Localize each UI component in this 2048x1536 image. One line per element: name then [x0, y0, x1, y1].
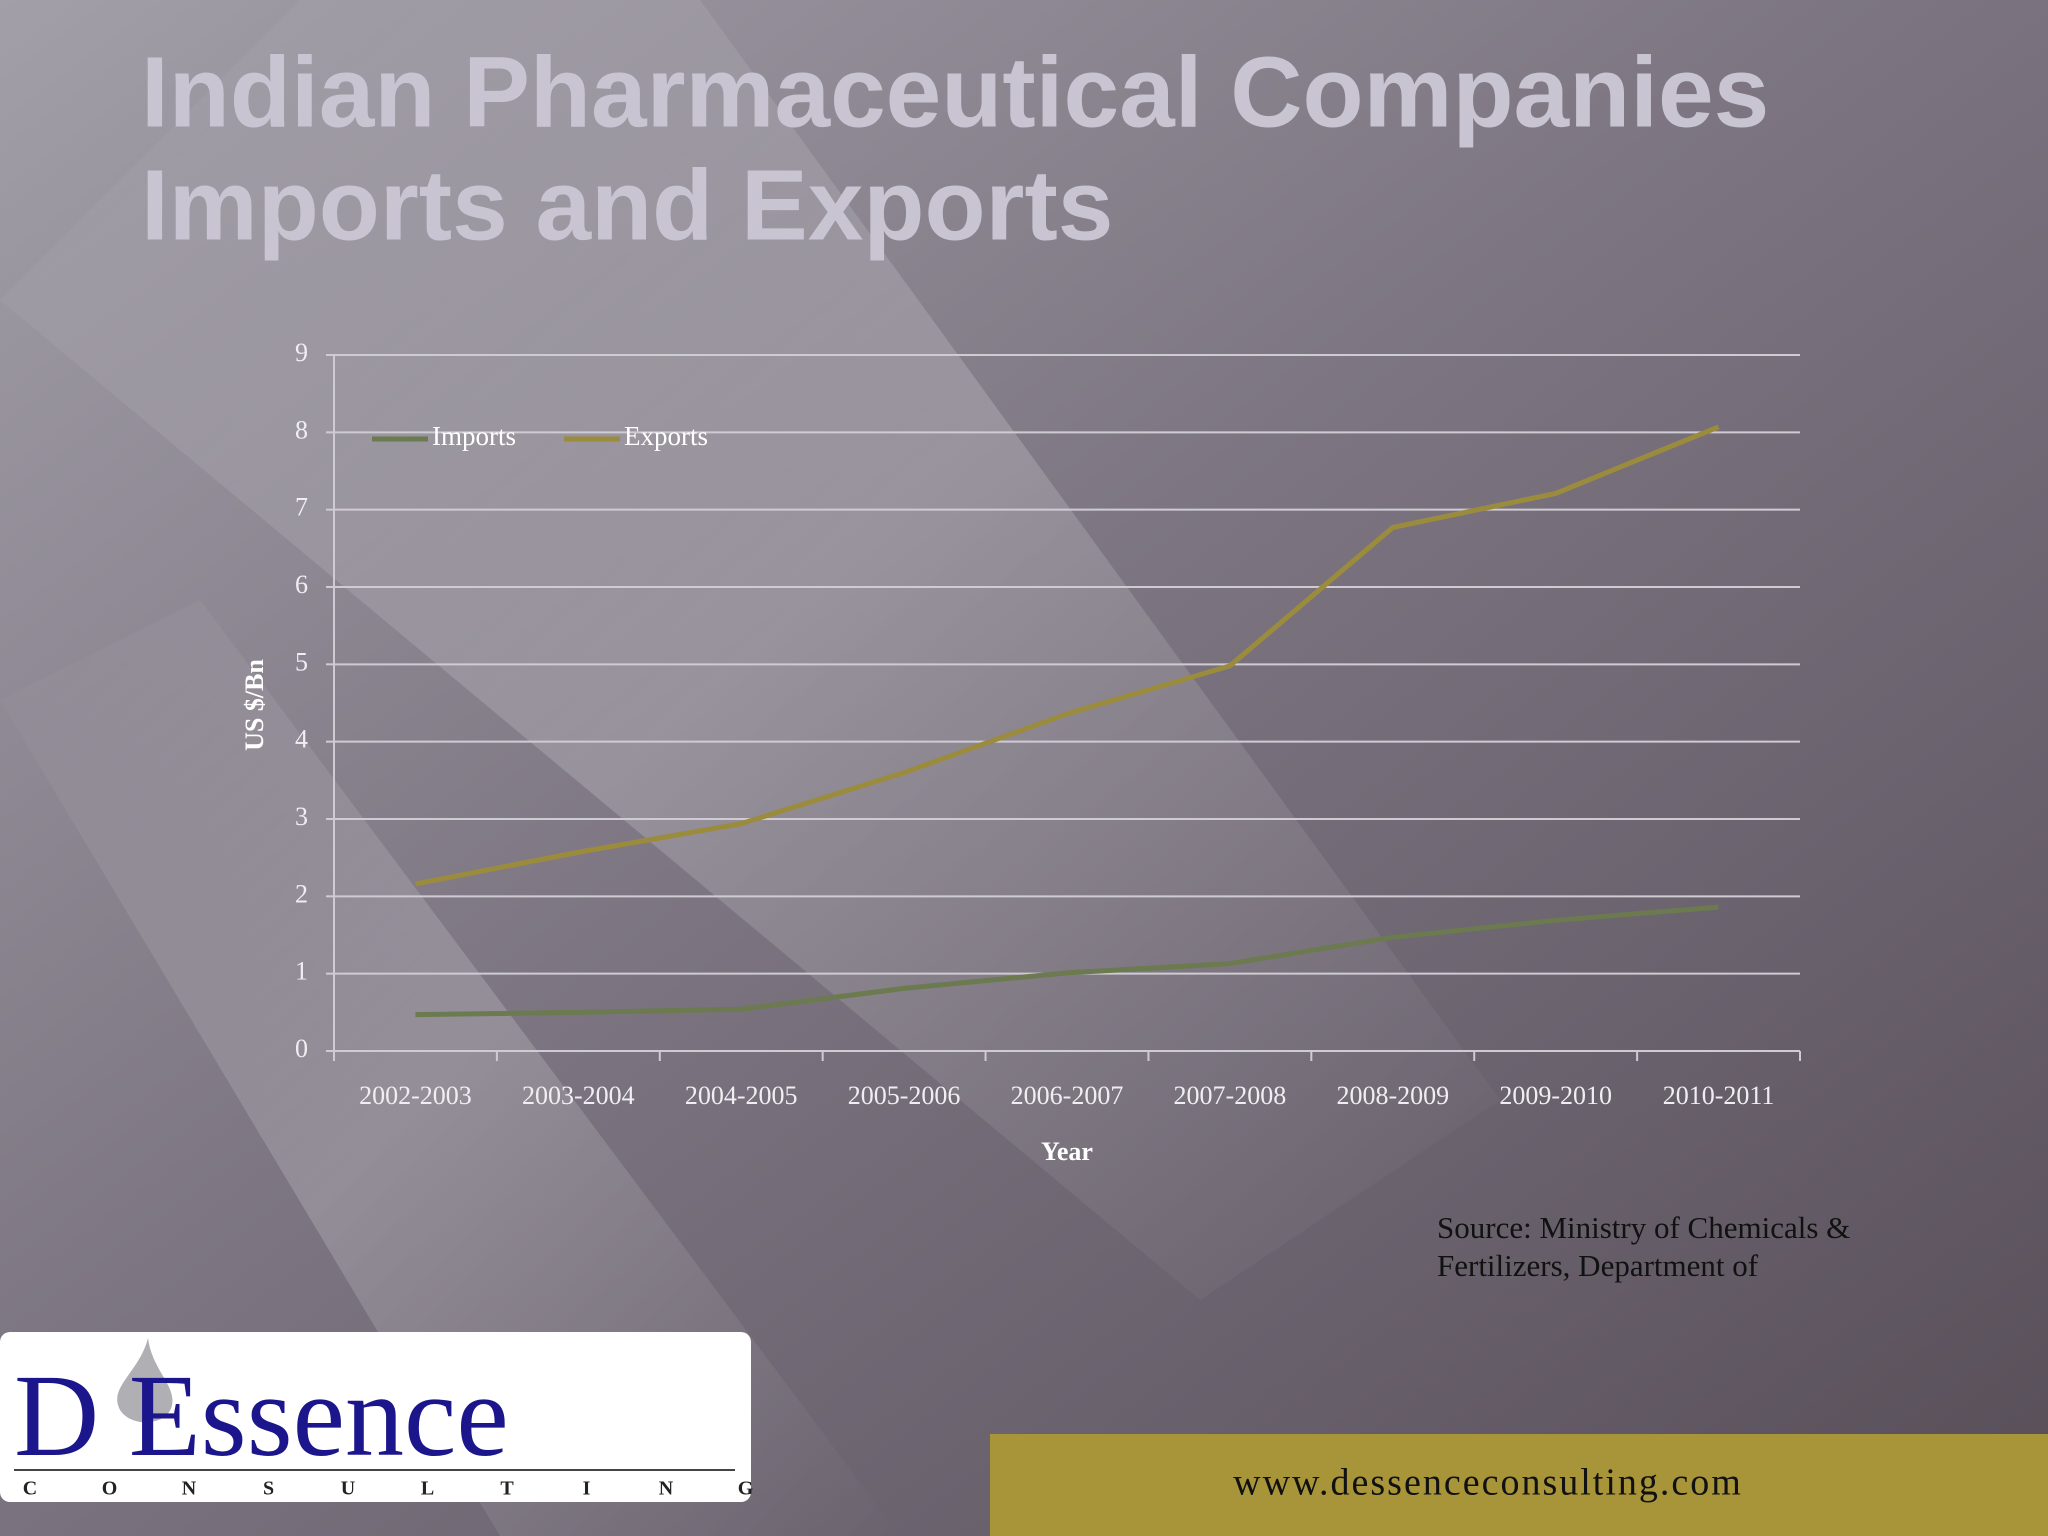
footer-url: www.dessenceconsulting.com [1233, 1462, 1743, 1504]
x-tick-label: 2007-2008 [1174, 1081, 1287, 1110]
y-tick-label: 4 [295, 725, 308, 754]
source-line: Fertilizers, Department of [1437, 1248, 1759, 1283]
legend-label: Exports [624, 421, 708, 451]
logo-name: D Essence [14, 1350, 509, 1481]
y-tick-label: 3 [295, 802, 308, 831]
y-tick-label: 6 [295, 570, 308, 599]
x-tick-label: 2005-2006 [848, 1081, 961, 1110]
x-axis-label: Year [1041, 1137, 1093, 1166]
tagline-letter: G [738, 1478, 754, 1500]
x-tick-label: 2002-2003 [359, 1081, 472, 1110]
tagline-letter: T [500, 1478, 514, 1500]
light-streak [0, 600, 900, 1536]
light-streak [0, 0, 1500, 1300]
y-axis-label: US $/Bn [240, 659, 269, 751]
series-line [415, 904, 1719, 1018]
x-tick-label: 2009-2010 [1499, 1081, 1612, 1110]
source-line: Source: Ministry of Chemicals & [1437, 1210, 1850, 1245]
y-tick-label: 2 [295, 879, 308, 908]
x-tick-label: 2003-2004 [522, 1081, 635, 1110]
tagline-letter: U [341, 1478, 355, 1500]
tagline-letter: N [659, 1478, 674, 1500]
x-tick-label: 2006-2007 [1011, 1081, 1124, 1110]
footer-band [990, 1434, 2048, 1536]
y-tick-label: 1 [295, 957, 308, 986]
y-tick-label: 9 [295, 338, 308, 367]
chart: 0 1 2 3 4 5 6 7 8 9 2002-2003 2003-2004 2004-2005 200… [240, 338, 1801, 1166]
tagline-letter: S [263, 1478, 274, 1500]
title-line: Imports and Exports [141, 149, 1113, 261]
x-tick-label: 2010-2011 [1663, 1081, 1775, 1110]
y-tick-label: 7 [295, 493, 308, 522]
y-tick-label: 8 [295, 415, 308, 444]
y-tick-label: 5 [295, 647, 308, 676]
x-tick-label: 2008-2009 [1336, 1081, 1449, 1110]
tagline-letter: C [23, 1478, 37, 1500]
tagline-letter: N [182, 1478, 197, 1500]
y-tick-label: 0 [295, 1034, 308, 1063]
tagline-letter: L [421, 1478, 434, 1500]
source: Source: Ministry of Chemicals & Fertiliz… [1437, 1210, 1850, 1283]
title-line: Indian Pharmaceutical Companies [141, 36, 1769, 148]
tagline-letter: O [102, 1478, 118, 1500]
logo-box [0, 1332, 751, 1502]
x-tick-label: 2004-2005 [685, 1081, 798, 1110]
logo-drop [117, 1338, 173, 1423]
series-line [414, 424, 1720, 887]
title: Indian Pharmaceutical Companies Imports … [141, 36, 1769, 261]
tagline-letter: I [583, 1478, 591, 1500]
legend-label: Imports [432, 421, 516, 451]
